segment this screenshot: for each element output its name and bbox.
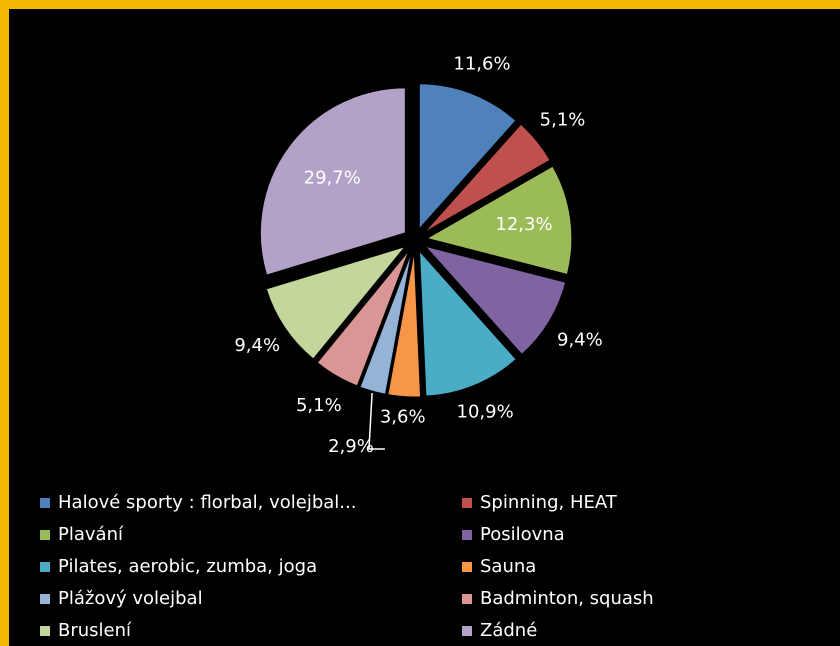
border-left	[0, 0, 9, 646]
pie-slice	[423, 245, 567, 356]
legend-swatch	[462, 562, 472, 572]
pie-slice	[423, 123, 551, 233]
data-label: 10,9%	[457, 401, 514, 422]
data-label: 3,6%	[380, 407, 426, 428]
pie-slice	[316, 250, 410, 387]
data-label: 12,3%	[495, 214, 552, 235]
legend-label: Bruslení	[58, 620, 132, 641]
pie-slice	[425, 165, 573, 276]
data-label: 5,1%	[296, 395, 342, 416]
legend-label: Halové sporty : florbal, volejbal...	[58, 492, 356, 513]
pie-slice	[418, 249, 517, 397]
legend-label: Plavání	[58, 524, 124, 545]
data-label: 29,7%	[304, 168, 361, 189]
legend-label: Pilates, aerobic, zumba, joga	[58, 556, 317, 577]
data-label: 2,9%	[328, 436, 374, 457]
border-top	[0, 0, 840, 9]
legend-label: Badminton, squash	[480, 588, 654, 609]
data-label: 11,6%	[453, 53, 510, 74]
data-label: 5,1%	[540, 109, 586, 130]
pie-slice	[265, 245, 407, 360]
data-label: 9,4%	[234, 335, 280, 356]
legend-label: Sauna	[480, 556, 536, 577]
legend-swatch	[40, 498, 50, 508]
legend-swatch	[40, 594, 50, 604]
legend-label: Zádné	[480, 620, 537, 641]
legend-swatch	[40, 562, 50, 572]
legend-label: Posilovna	[480, 524, 565, 545]
legend-swatch	[462, 498, 472, 508]
legend-swatch	[40, 626, 50, 636]
pie-slice	[387, 251, 422, 398]
pie-slice	[418, 83, 517, 231]
legend-swatch	[40, 530, 50, 540]
legend-label: Spinning, HEAT	[480, 492, 618, 513]
pie-slice	[259, 87, 406, 276]
data-label: 9,4%	[557, 329, 603, 350]
legend-swatch	[462, 530, 472, 540]
legend-label: Plážový volejbal	[58, 588, 203, 609]
leader-line	[368, 393, 385, 450]
legend-swatch	[462, 626, 472, 636]
pie-slice	[359, 251, 413, 395]
legend-swatch	[462, 594, 472, 604]
